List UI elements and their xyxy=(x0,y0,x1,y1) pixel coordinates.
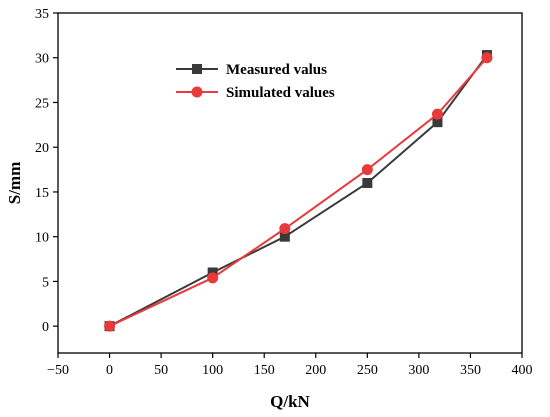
legend-label: Simulated values xyxy=(226,85,335,101)
plot-frame xyxy=(57,12,523,354)
x-tick-label: 50 xyxy=(154,363,168,378)
x-tick-label: 350 xyxy=(460,363,481,378)
series-2 xyxy=(104,52,493,332)
y-axis-title: S/mm xyxy=(5,162,24,205)
x-axis-title: Q/kN xyxy=(270,392,310,411)
y-tick-label: 15 xyxy=(35,186,49,201)
x-tick-label: 200 xyxy=(305,363,326,378)
x-tick-label: 100 xyxy=(202,363,223,378)
y-tick-label: 10 xyxy=(35,231,49,246)
data-point xyxy=(207,272,219,284)
series-line xyxy=(109,57,488,328)
y-tick-label: 35 xyxy=(35,7,49,22)
legend-label: Measured valus xyxy=(226,62,327,78)
legend-swatch-marker xyxy=(191,86,203,98)
x-tick-label: 0 xyxy=(106,363,113,378)
series-line xyxy=(109,54,488,328)
y-tick-label: 25 xyxy=(35,96,49,111)
y-ticks: 0 5 10 15 20 25 30 35 xyxy=(35,7,58,335)
x-tick-label: −50 xyxy=(47,363,69,378)
axes xyxy=(57,12,523,354)
legend-entry-2: Simulated values xyxy=(176,85,335,101)
series-layer xyxy=(104,50,493,332)
data-point xyxy=(362,178,373,188)
data-point xyxy=(431,108,443,120)
x-tick-label: 150 xyxy=(254,363,275,378)
y-tick-label: 0 xyxy=(42,320,49,335)
legend-swatch-marker xyxy=(192,64,202,74)
data-point xyxy=(279,223,291,235)
data-point xyxy=(481,52,493,64)
data-point xyxy=(104,320,116,332)
x-tick-label: 400 xyxy=(512,363,533,378)
y-tick-label: 5 xyxy=(42,275,49,290)
y-tick-label: 20 xyxy=(35,141,49,156)
y-tick-label: 30 xyxy=(35,52,49,67)
x-ticks: −50 0 50 100 150 200 250 300 350 400 xyxy=(47,353,533,378)
legend-entry-1: Measured valus xyxy=(176,62,327,78)
data-point xyxy=(361,164,373,176)
x-tick-label: 300 xyxy=(408,363,429,378)
legend: Measured valus Simulated values xyxy=(176,62,335,101)
x-tick-label: 250 xyxy=(357,363,378,378)
